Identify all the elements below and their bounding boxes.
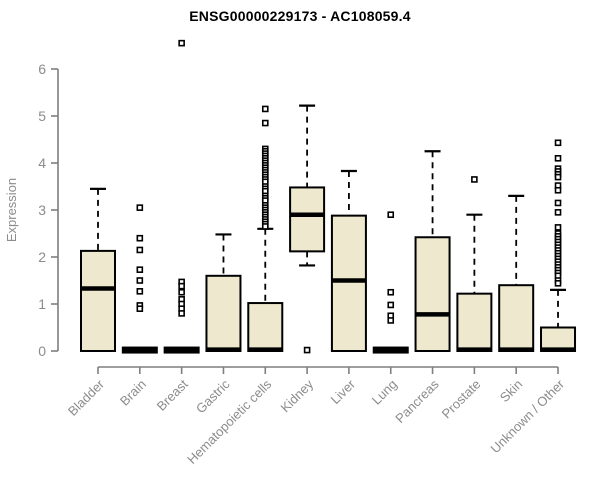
outlier-point	[387, 288, 395, 296]
x-axis-label-lung: Lung	[369, 377, 400, 408]
outlier-point	[554, 280, 562, 287]
outlier-point	[178, 39, 185, 47]
outlier-point	[136, 277, 144, 284]
outlier-point	[261, 105, 269, 113]
x-axis-label-brain: Brain	[117, 377, 149, 409]
outlier-point	[554, 209, 562, 216]
outlier-point	[554, 155, 562, 162]
outlier-point	[136, 288, 144, 295]
collapsed-box	[163, 346, 200, 354]
collapsed-box	[121, 346, 158, 354]
box-hematopoietic-cells	[247, 105, 284, 352]
y-axis-tick-label: 2	[38, 249, 46, 265]
iqr-box	[247, 302, 284, 352]
box-liver	[330, 169, 367, 352]
box-lung	[372, 211, 409, 354]
outlier-point	[136, 266, 144, 273]
outlier-point	[471, 176, 478, 183]
y-axis-tick-label: 6	[38, 61, 46, 77]
iqr-box	[80, 249, 116, 352]
outlier-point	[554, 173, 562, 181]
outlier-point	[554, 139, 562, 147]
iqr-box	[205, 274, 242, 352]
y-axis-tick-label: 3	[38, 202, 46, 218]
box-gastric	[205, 233, 242, 352]
iqr-box	[414, 236, 451, 352]
box-breast	[163, 39, 200, 354]
outlier-point	[303, 346, 311, 354]
iqr-box	[289, 186, 326, 253]
outlier-point	[136, 234, 144, 242]
iqr-box	[498, 284, 535, 353]
outlier-point	[136, 305, 144, 313]
box-kidney	[289, 104, 326, 354]
outlier-point	[136, 204, 144, 211]
y-axis-tick-label: 0	[38, 343, 46, 359]
box-pancreas	[414, 150, 451, 352]
x-axis-label-prostate: Prostate	[439, 377, 484, 422]
box-brain	[121, 204, 158, 354]
outlier-point	[387, 301, 395, 309]
box-bladder	[80, 187, 116, 352]
outlier-point	[554, 199, 562, 207]
x-axis-label-kidney: Kidney	[278, 376, 317, 415]
outlier-point	[136, 246, 144, 254]
x-axis-label-gastric: Gastric	[193, 376, 233, 416]
x-axis-label-unknown-other: Unknown / Other	[488, 376, 568, 456]
outlier-point	[178, 282, 185, 290]
x-axis-label-pancreas: Pancreas	[392, 376, 442, 426]
y-axis-tick-label: 4	[38, 155, 46, 171]
x-axis-label-breast: Breast	[154, 376, 191, 413]
box-skin	[498, 194, 535, 353]
outlier-point	[261, 223, 269, 230]
box-unknown-other	[540, 139, 577, 352]
outlier-point	[178, 310, 185, 317]
x-axis-label-liver: Liver	[328, 376, 359, 407]
iqr-box	[456, 292, 493, 353]
iqr-box	[330, 214, 367, 352]
y-axis-title: Expression	[4, 178, 19, 242]
outlier-point	[387, 317, 395, 324]
outlier-point	[387, 211, 395, 218]
collapsed-box	[372, 346, 409, 354]
y-axis-tick-label: 1	[38, 296, 46, 312]
y-axis-tick-label: 5	[38, 108, 46, 124]
outlier-point	[178, 288, 185, 296]
outlier-point	[554, 224, 562, 231]
outlier-point	[261, 119, 269, 127]
x-axis-label-skin: Skin	[497, 377, 525, 405]
outlier-point	[554, 186, 562, 194]
x-axis-label-bladder: Bladder	[65, 376, 108, 419]
chart-title: ENSG00000229173 - AC108059.4	[189, 8, 411, 24]
box-prostate	[456, 176, 493, 353]
